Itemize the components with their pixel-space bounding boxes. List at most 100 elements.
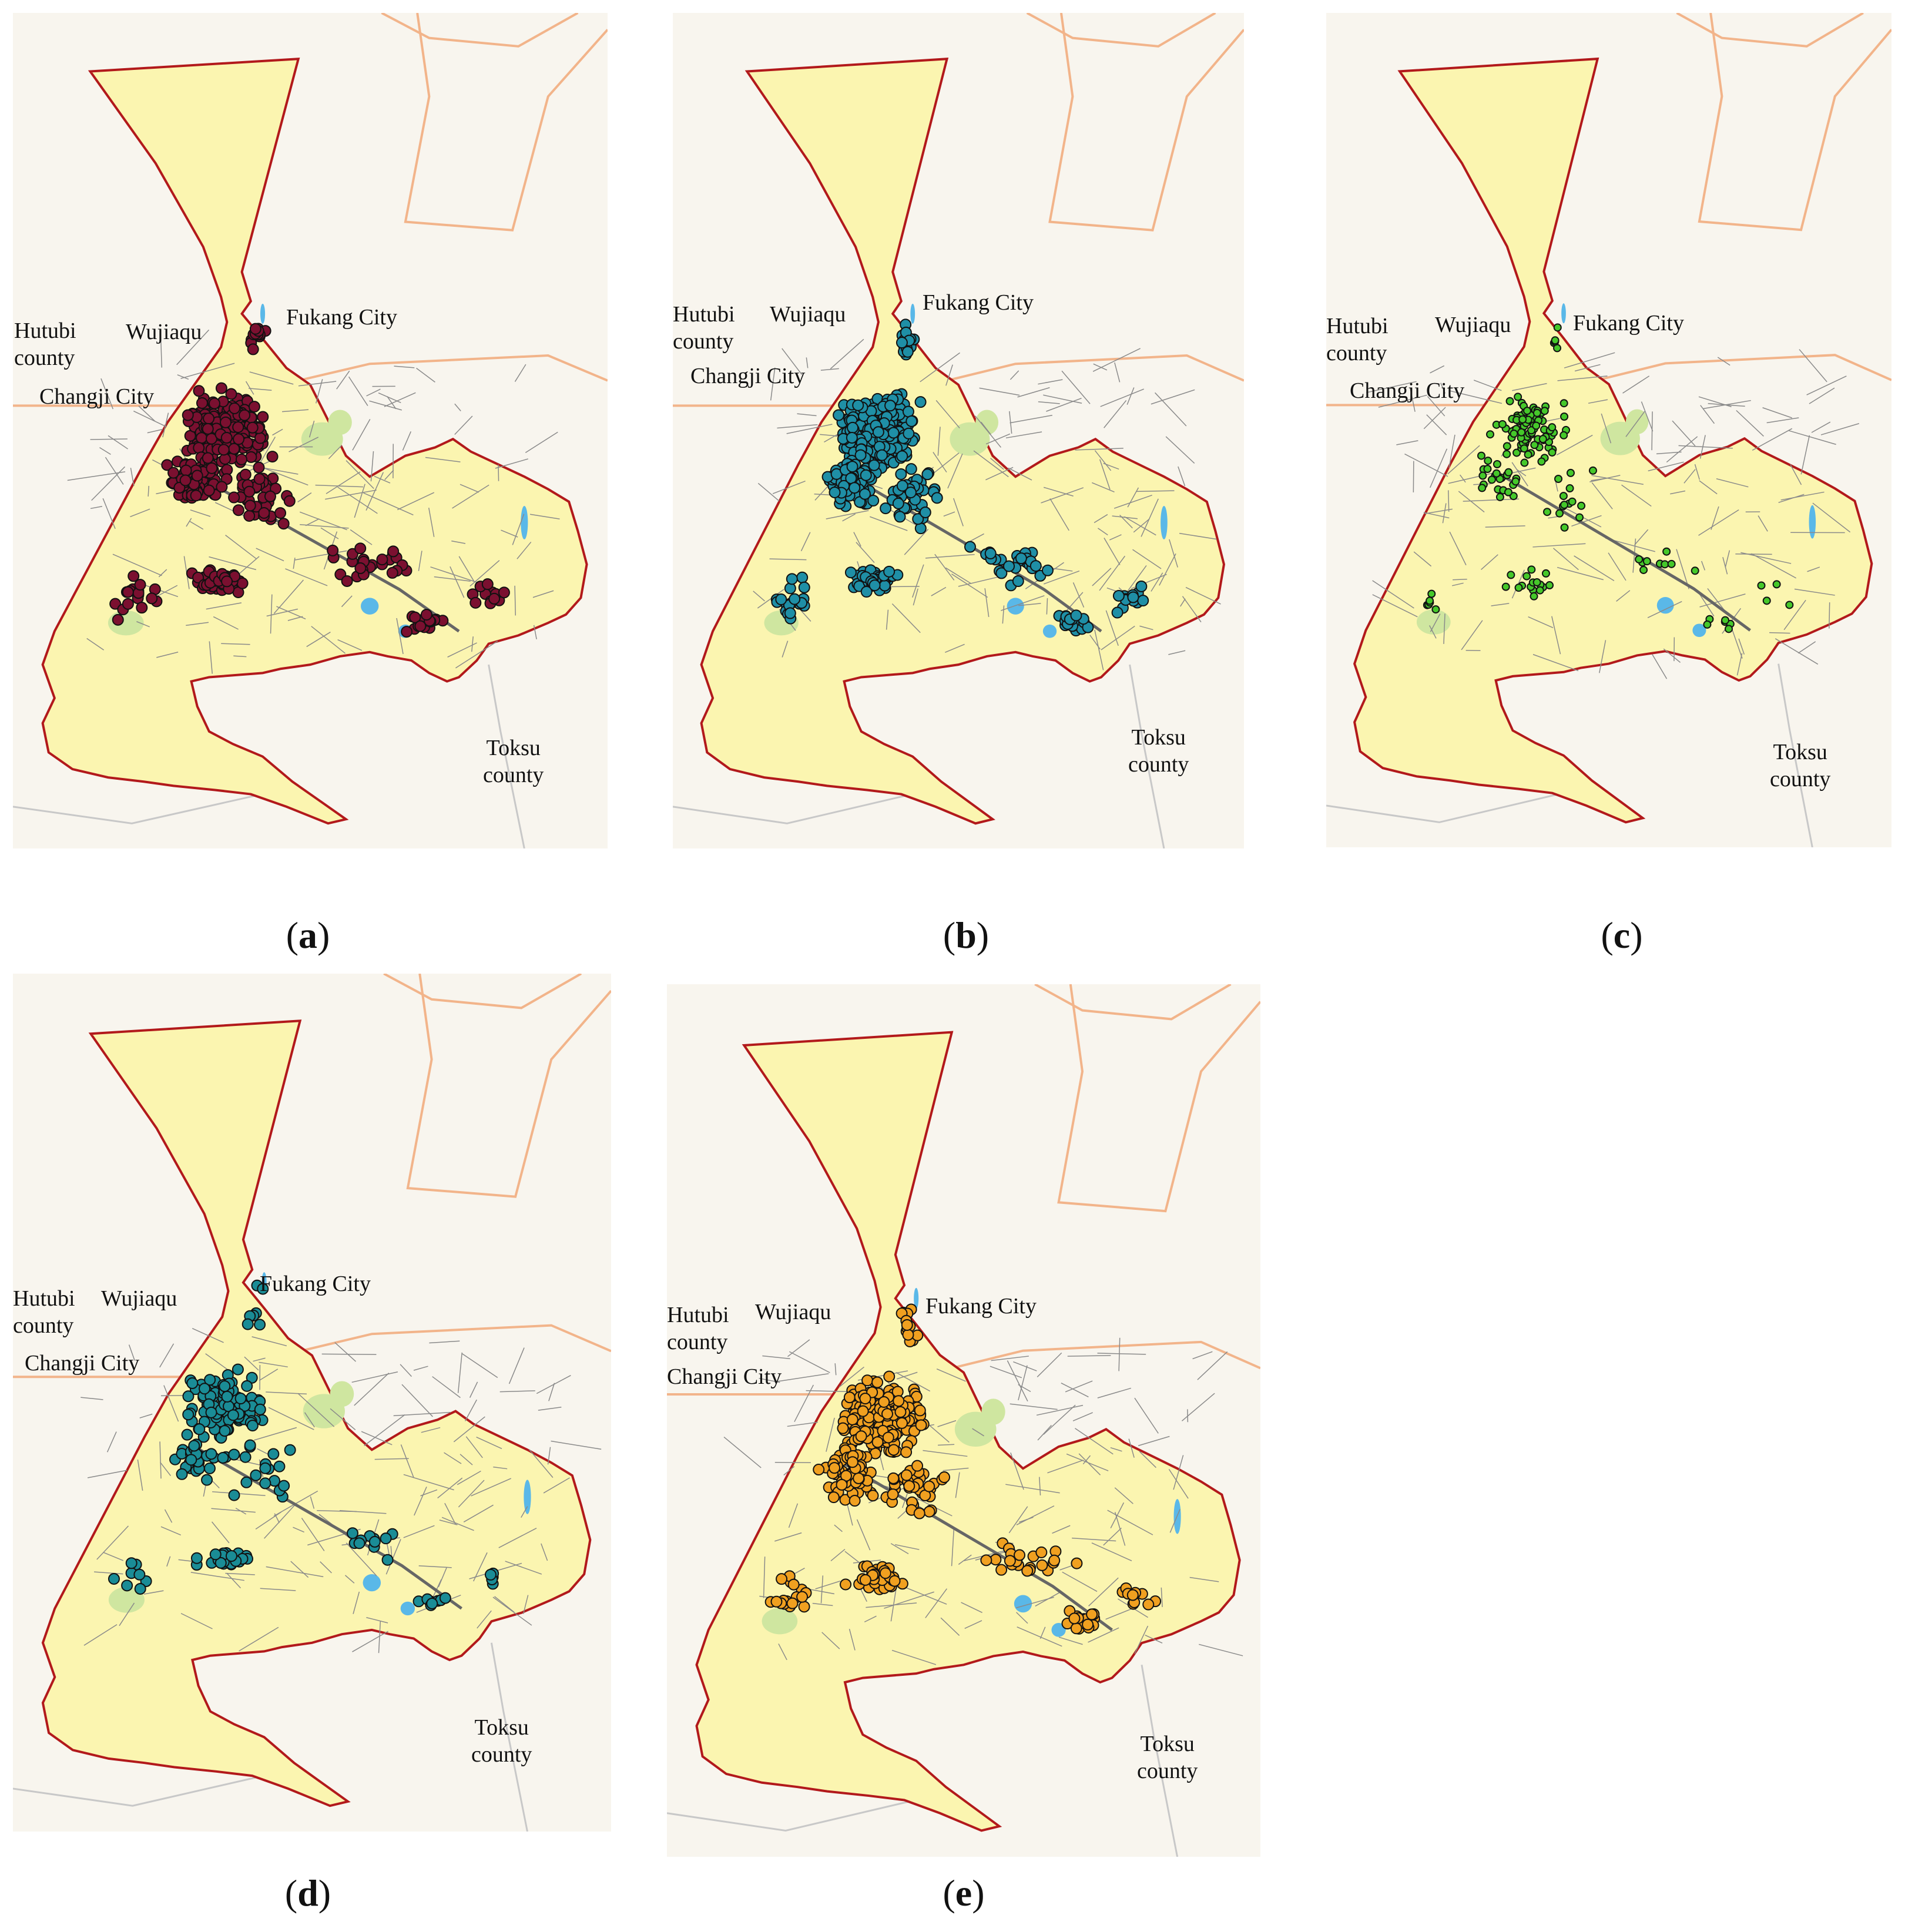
poi-marker <box>912 513 924 525</box>
poi-marker <box>1588 466 1597 475</box>
road <box>147 485 150 497</box>
poi-marker <box>1517 428 1526 437</box>
road <box>266 1566 324 1578</box>
poi-marker <box>245 451 257 463</box>
poi-marker <box>134 579 146 591</box>
poi-marker <box>901 346 914 358</box>
road <box>1459 474 1466 483</box>
road <box>103 1552 124 1561</box>
road <box>1145 1634 1163 1644</box>
road <box>1173 1455 1184 1490</box>
caption-b: (b) <box>943 914 990 956</box>
poi-marker <box>1014 1549 1026 1561</box>
poi-marker <box>888 1575 901 1587</box>
poi-marker <box>227 1409 239 1421</box>
road <box>1165 436 1195 464</box>
label-changji: Changji City <box>39 384 155 409</box>
road <box>1820 423 1860 435</box>
poi-marker <box>235 453 247 465</box>
poi-marker <box>254 1319 266 1331</box>
road <box>494 1596 515 1613</box>
road <box>938 1444 955 1446</box>
road <box>951 1529 955 1567</box>
road <box>366 388 381 397</box>
road <box>290 1561 309 1578</box>
background-road <box>1057 984 1260 1213</box>
road <box>130 508 150 518</box>
road <box>1699 593 1746 608</box>
background-road <box>13 354 608 407</box>
road <box>931 586 947 596</box>
road <box>1783 599 1806 630</box>
road <box>385 1539 401 1575</box>
road <box>826 510 869 519</box>
road <box>1512 383 1547 391</box>
poi-marker <box>420 609 432 621</box>
road <box>346 460 374 489</box>
poi-marker <box>1487 475 1496 484</box>
road <box>1809 387 1835 404</box>
road <box>166 1556 171 1567</box>
map-e <box>667 984 1260 1857</box>
road <box>1013 1361 1037 1371</box>
background-road <box>1141 1665 1179 1857</box>
background-road <box>1698 13 1891 232</box>
road <box>800 532 811 552</box>
road <box>1046 397 1082 412</box>
road <box>522 1595 529 1614</box>
road <box>299 511 347 531</box>
poi-marker <box>1492 469 1501 478</box>
poi-marker <box>1566 468 1575 477</box>
road <box>782 640 789 658</box>
poi-marker <box>469 596 482 609</box>
road <box>293 558 296 569</box>
poi-marker <box>879 1567 891 1579</box>
background-road <box>667 1340 1260 1396</box>
road <box>266 608 299 617</box>
poi-marker <box>1504 468 1513 477</box>
poi-marker <box>1003 560 1015 572</box>
poi-marker <box>1639 565 1648 574</box>
road <box>420 1489 438 1497</box>
road <box>1794 588 1835 596</box>
poi-marker <box>202 422 214 435</box>
poi-marker <box>1548 448 1557 457</box>
road <box>984 588 990 618</box>
road <box>774 1373 829 1383</box>
road <box>160 330 163 368</box>
road <box>400 1444 414 1478</box>
road <box>159 1441 162 1479</box>
water-body <box>910 303 915 324</box>
poi-marker <box>191 469 203 482</box>
poi-marker <box>1071 1557 1083 1569</box>
poi-marker <box>380 1532 392 1545</box>
road <box>344 1575 355 1584</box>
road <box>1107 1510 1153 1535</box>
road <box>1139 1451 1156 1468</box>
poi-marker <box>1577 501 1586 510</box>
poi-marker <box>386 566 398 579</box>
road <box>925 1588 948 1618</box>
road <box>328 445 342 459</box>
road <box>1463 498 1520 502</box>
poi-marker <box>887 1472 900 1484</box>
road <box>904 528 929 555</box>
road <box>251 1336 287 1347</box>
road <box>1075 448 1123 451</box>
road <box>782 348 803 375</box>
road <box>903 1586 947 1605</box>
road <box>346 1542 377 1577</box>
poi-marker <box>902 1329 914 1341</box>
road <box>1037 1425 1052 1441</box>
poi-marker <box>205 1448 217 1460</box>
road <box>273 579 304 614</box>
poi-marker <box>905 463 917 475</box>
road <box>538 1406 562 1411</box>
poi-marker <box>900 1446 913 1458</box>
road <box>1372 580 1414 609</box>
road <box>1812 502 1851 533</box>
road <box>1016 1505 1055 1525</box>
road <box>1123 516 1156 536</box>
road <box>460 484 479 493</box>
poi-marker <box>1477 451 1485 460</box>
